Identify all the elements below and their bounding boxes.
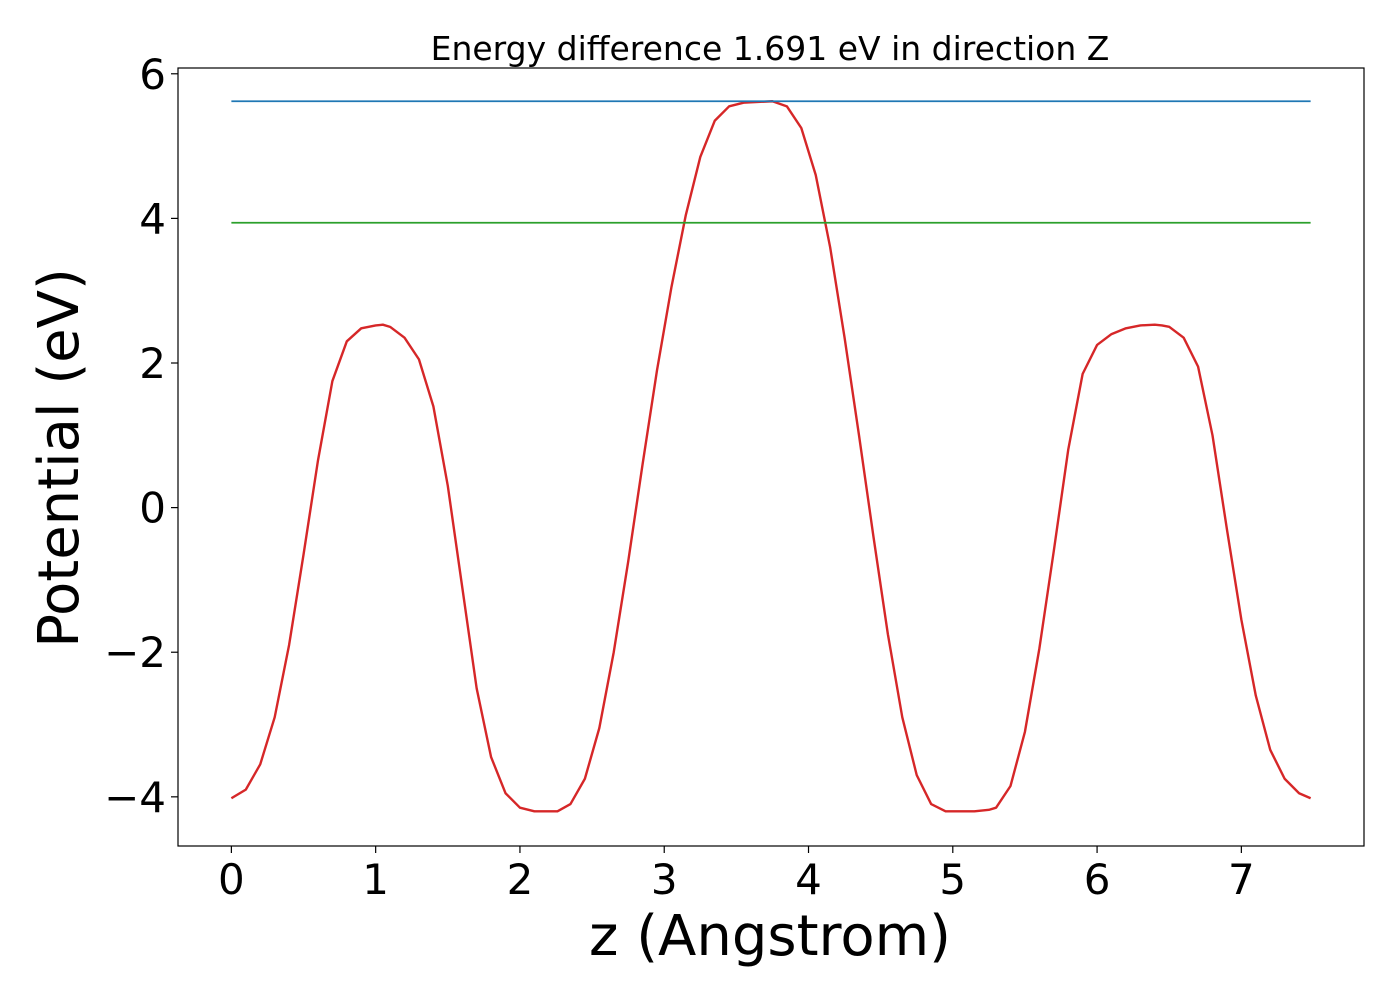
x-tick-label: 6	[1084, 855, 1111, 904]
x-tick-label: 2	[507, 855, 534, 904]
x-tick-label: 3	[651, 855, 678, 904]
y-tick-label: 4	[139, 194, 166, 243]
y-tick-label: 6	[139, 50, 166, 99]
x-tick-label: 1	[362, 855, 389, 904]
y-tick-label: −4	[104, 773, 166, 822]
plot-frame	[177, 67, 1365, 847]
y-axis-label: Potential (eV)	[27, 268, 92, 648]
series-line-0	[230, 100, 1312, 813]
y-tick-label: 2	[139, 339, 166, 388]
x-tick-label: 5	[939, 855, 966, 904]
y-tick-label: −2	[104, 628, 166, 677]
chart-title: Energy difference 1.691 eV in direction …	[431, 29, 1110, 68]
y-tick-label: 0	[139, 484, 166, 533]
x-tick-label: 7	[1228, 855, 1255, 904]
x-axis-ticks: 0 1 2 3 4 5 6 7	[218, 846, 1255, 904]
plot-area	[230, 100, 1312, 813]
x-axis-label: z (Angstrom)	[589, 904, 951, 969]
x-tick-label: 0	[218, 855, 245, 904]
x-tick-label: 4	[795, 855, 822, 904]
y-axis-ticks: −4 −2 0 2 4 6	[104, 50, 178, 822]
